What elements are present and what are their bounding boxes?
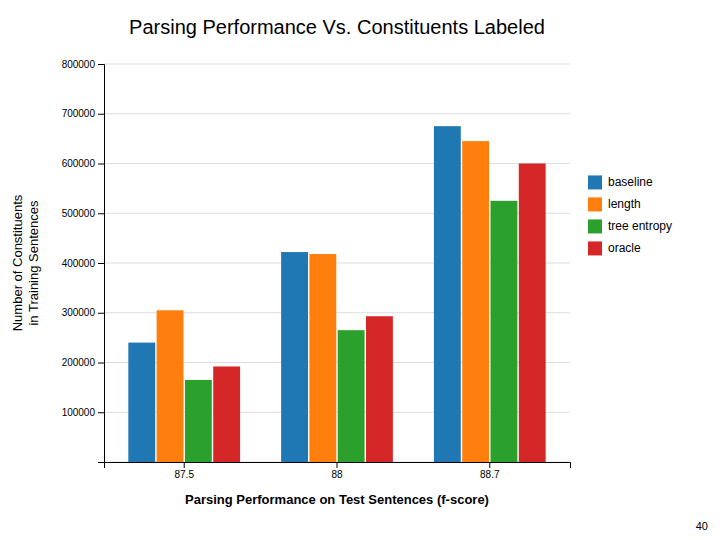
bar <box>434 126 461 462</box>
y-tick-label: 800000 <box>62 59 96 70</box>
y-tick: 500000 <box>62 208 104 219</box>
y-tick-label: 300000 <box>62 307 96 318</box>
annotation: 40 <box>696 520 708 532</box>
bar-series <box>128 126 460 462</box>
bar <box>490 201 517 462</box>
bar <box>519 164 546 463</box>
legend-swatch <box>588 175 602 189</box>
y-axis: 100000 200000 300000 400000 500000 600000 7000… <box>62 59 105 463</box>
legend-label: length <box>608 197 641 211</box>
y-tick-label: 700000 <box>62 108 96 119</box>
bar <box>462 141 489 462</box>
grid-line <box>104 64 570 65</box>
legend-swatch <box>588 219 602 233</box>
y-tick-mark <box>98 64 104 65</box>
x-tick: 88 <box>331 462 343 480</box>
legend-item: oracle <box>588 241 641 255</box>
bar <box>281 252 308 462</box>
grid-line <box>104 163 570 164</box>
y-tick-label: 400000 <box>62 258 96 269</box>
legend-item: tree entropy <box>588 219 672 233</box>
legend-swatch <box>588 197 602 211</box>
bar <box>309 254 336 462</box>
y-tick-mark <box>98 213 104 214</box>
bar-series <box>157 141 489 462</box>
y-axis-line <box>98 65 105 463</box>
grid <box>104 64 570 462</box>
chart-title: Parsing Performance Vs. Constituents Lab… <box>129 16 545 38</box>
plot-area: 100000 200000 300000 400000 500000 600000 7000… <box>10 59 672 507</box>
y-tick-label: 500000 <box>62 208 96 219</box>
bar <box>338 330 365 462</box>
x-axis: 87.5 88 88.7 <box>105 462 571 480</box>
y-tick <box>98 462 104 463</box>
x-tick-mark <box>337 462 338 468</box>
y-tick-label: 200000 <box>62 357 96 368</box>
x-tick-mark <box>184 462 185 468</box>
bar <box>213 366 240 462</box>
bar <box>157 310 184 462</box>
x-axis-title: Parsing Performance on Test Sentences (f… <box>185 492 489 507</box>
y-tick-label: 600000 <box>62 158 96 169</box>
y-tick: 800000 <box>62 59 104 70</box>
y-tick-label: 100000 <box>62 407 96 418</box>
legend-item: baseline <box>588 175 653 189</box>
y-tick: 100000 <box>62 407 104 418</box>
y-tick: 300000 <box>62 307 104 318</box>
x-tick-label: 87.5 <box>174 469 194 480</box>
x-tick-label: 88.7 <box>480 469 500 480</box>
bar <box>128 343 155 462</box>
bars <box>128 126 545 462</box>
x-tick-label: 88 <box>331 469 343 480</box>
grid-line <box>104 113 570 114</box>
y-tick: 400000 <box>62 258 104 269</box>
legend-swatch <box>588 241 602 255</box>
y-tick: 600000 <box>62 158 104 169</box>
legend-label: baseline <box>608 175 653 189</box>
x-tick-mark <box>489 462 490 468</box>
legend: baseline length tree entropy oracle <box>588 175 672 255</box>
bar-series <box>185 201 517 462</box>
y-tick-mark <box>98 412 104 413</box>
y-tick: 200000 <box>62 357 104 368</box>
y-tick: 700000 <box>62 108 104 119</box>
chart-svg: 100000 200000 300000 400000 500000 600000 7000… <box>0 0 720 540</box>
legend-label: oracle <box>608 241 641 255</box>
bar <box>366 316 393 462</box>
legend-item: length <box>588 197 641 211</box>
y-tick-mark <box>98 263 104 264</box>
x-axis-line <box>105 463 571 469</box>
y-tick-mark <box>98 363 104 364</box>
bar <box>185 380 212 462</box>
legend-label: tree entropy <box>608 219 672 233</box>
y-tick-mark <box>98 114 104 115</box>
y-tick-mark <box>98 462 104 463</box>
bar-series <box>213 164 545 463</box>
y-tick-mark <box>98 313 104 314</box>
y-axis-title: Number of Constituentsin Training Senten… <box>10 194 41 331</box>
x-tick: 87.5 <box>174 462 194 480</box>
x-tick: 88.7 <box>480 462 500 480</box>
y-tick-mark <box>98 164 104 165</box>
